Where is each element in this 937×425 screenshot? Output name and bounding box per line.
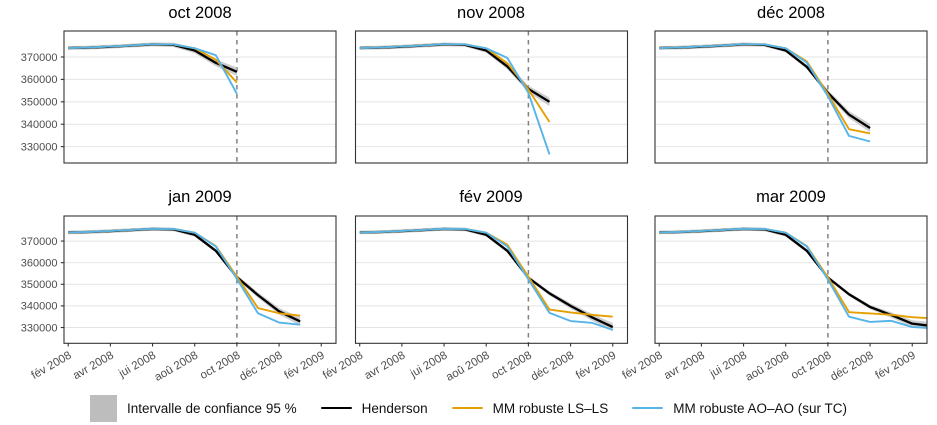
facet-title-dec-2008: déc 2008	[757, 4, 825, 22]
x-tick-label: oct 2008	[198, 350, 242, 382]
legend-item-ao-ao: MM robuste AO–AO (sur TC)	[632, 401, 847, 416]
facet-title-nov-2008: nov 2008	[457, 4, 525, 22]
x-tick-label: jui 2008	[408, 350, 450, 381]
y-axis: 330000 340000 350000 360000 370000	[21, 236, 64, 334]
panel-border	[63, 215, 337, 344]
x-tick-label: oct 2008	[789, 350, 833, 382]
x-tick-label: déc 2008	[829, 350, 876, 384]
x-tick-label: aoû 2008	[744, 350, 792, 384]
y-tick-label: 340000	[21, 301, 58, 313]
chart-legend: Intervalle de confiance 95 % Henderson M…	[0, 391, 937, 425]
y-tick-label: 370000	[21, 236, 58, 248]
ao-ao-line-swatch	[632, 406, 664, 410]
henderson-line	[359, 43, 551, 103]
x-tick-label: fév 2009	[283, 350, 327, 382]
ls-ls-line	[659, 43, 871, 135]
x-tick-label: fév 2008	[321, 350, 365, 382]
x-tick-label: jui 2008	[707, 350, 749, 381]
facet-panel-nov-2008	[354, 30, 629, 164]
chart-canvas: 330000 340000 350000 360000 370000 330000 3400…	[21, 30, 928, 384]
x-tick-label: jui 2008	[116, 350, 158, 381]
gridlines	[355, 240, 628, 329]
facet-panel-oct-2008: 330000 340000 350000 360000 370000	[21, 30, 337, 164]
ao-ao-line	[68, 43, 238, 95]
ls-ls-line-swatch	[451, 406, 483, 410]
x-tick-label: oct 2008	[490, 350, 534, 382]
ao-ao-line	[359, 43, 551, 155]
facet-panel-déc-2008	[654, 30, 928, 164]
y-tick-label: 350000	[21, 97, 58, 109]
panel-border	[354, 215, 629, 344]
ao-ao-line	[659, 227, 927, 329]
gridlines	[355, 56, 628, 148]
x-tick-label: avr 2008	[71, 350, 116, 383]
x-tick-label: déc 2008	[238, 350, 285, 384]
y-tick-label: 330000	[21, 322, 58, 334]
x-tick-label: fév 2009	[574, 350, 618, 382]
ao-ao-line	[68, 227, 301, 326]
x-tick-label: avr 2008	[363, 350, 408, 383]
confidence-band	[359, 42, 550, 107]
legend-label: MM robuste AO–AO (sur TC)	[673, 400, 847, 416]
y-tick-label: 370000	[21, 52, 58, 64]
ls-ls-line	[359, 227, 613, 318]
gridlines	[655, 240, 927, 329]
x-tick-label: fév 2008	[621, 350, 665, 382]
x-tick-label: avr 2008	[662, 350, 707, 383]
y-axis: 330000 340000 350000 360000 370000	[21, 52, 64, 153]
confidence-band	[359, 227, 613, 332]
y-tick-label: 340000	[21, 119, 58, 131]
facet-title-fev-2009: fév 2009	[459, 188, 523, 206]
y-tick-label: 350000	[21, 279, 58, 291]
x-tick-label: fév 2009	[874, 350, 918, 382]
gridlines	[655, 56, 927, 148]
facet-panel-jan-2009: 330000 340000 350000 360000 370000 fév 2008av…	[21, 215, 337, 384]
legend-label: MM robuste LS–LS	[492, 400, 609, 416]
legend-item-ls-ls: MM robuste LS–LS	[451, 400, 609, 416]
ao-ao-line	[659, 43, 871, 143]
confidence-band	[659, 42, 871, 133]
x-tick-label: aoû 2008	[444, 350, 492, 384]
x-tick-label: déc 2008	[529, 350, 576, 384]
gridlines	[64, 56, 336, 148]
facet-title-mar-2009: mar 2009	[756, 188, 826, 206]
confidence-band-swatch	[89, 394, 117, 422]
legend-label: Henderson	[361, 400, 428, 416]
panel-border	[63, 30, 337, 164]
legend-item-henderson: Henderson	[320, 400, 428, 416]
y-tick-label: 330000	[21, 141, 58, 153]
legend-item-confidence-interval: Intervalle de confiance 95 %	[89, 394, 297, 422]
x-tick-label: aoû 2008	[153, 350, 201, 384]
panel-border	[654, 215, 928, 344]
henderson-line	[659, 227, 927, 327]
x-tick-label: fév 2008	[30, 350, 74, 382]
y-tick-label: 360000	[21, 257, 58, 269]
ao-ao-line	[359, 227, 614, 331]
y-tick-label: 360000	[21, 74, 58, 86]
panel-border	[354, 30, 629, 164]
henderson-line-swatch	[320, 406, 352, 410]
facet-title-oct-2008: oct 2008	[168, 4, 232, 22]
legend-label: Intervalle de confiance 95 %	[126, 400, 297, 416]
facet-title-jan-2009: jan 2009	[168, 188, 232, 206]
gridlines	[64, 240, 336, 329]
henderson-line	[68, 227, 301, 323]
panel-border	[654, 30, 928, 164]
